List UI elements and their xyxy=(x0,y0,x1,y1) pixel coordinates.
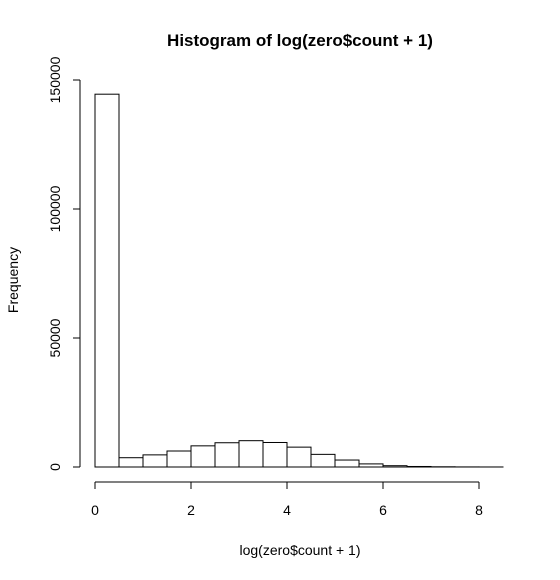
x-axis: 0 2 4 6 8 xyxy=(91,481,483,518)
x-tick-label: 4 xyxy=(283,502,291,518)
histogram-bar xyxy=(358,463,384,468)
histogram-bar xyxy=(118,457,144,468)
histogram-bar xyxy=(166,450,192,468)
y-tick-label: 100000 xyxy=(47,185,63,232)
y-axis-label: Frequency xyxy=(5,247,21,313)
bars-group xyxy=(94,93,504,468)
x-axis-label: log(zero$count + 1) xyxy=(239,542,360,558)
histogram-bar xyxy=(142,454,168,468)
x-tick-label: 0 xyxy=(91,502,99,518)
histogram-bar xyxy=(94,93,120,468)
histogram-bar xyxy=(238,440,264,468)
histogram-bar xyxy=(382,465,408,468)
histogram-bar xyxy=(310,453,336,468)
x-tick-label: 8 xyxy=(475,502,483,518)
chart-title: Histogram of log(zero$count + 1) xyxy=(167,31,433,50)
y-tick-label: 50000 xyxy=(47,318,63,357)
y-tick-label: 0 xyxy=(47,463,63,471)
histogram-bar xyxy=(262,441,288,468)
histogram-bar xyxy=(190,445,216,468)
y-tick-label: 150000 xyxy=(47,56,63,103)
histogram-bar xyxy=(406,465,432,468)
histogram-bar xyxy=(286,446,312,468)
histogram-bar xyxy=(214,442,240,468)
histogram-bar xyxy=(334,459,360,468)
y-axis: 0 50000 100000 150000 xyxy=(47,56,81,471)
x-tick-label: 6 xyxy=(379,502,387,518)
x-tick-label: 2 xyxy=(187,502,195,518)
